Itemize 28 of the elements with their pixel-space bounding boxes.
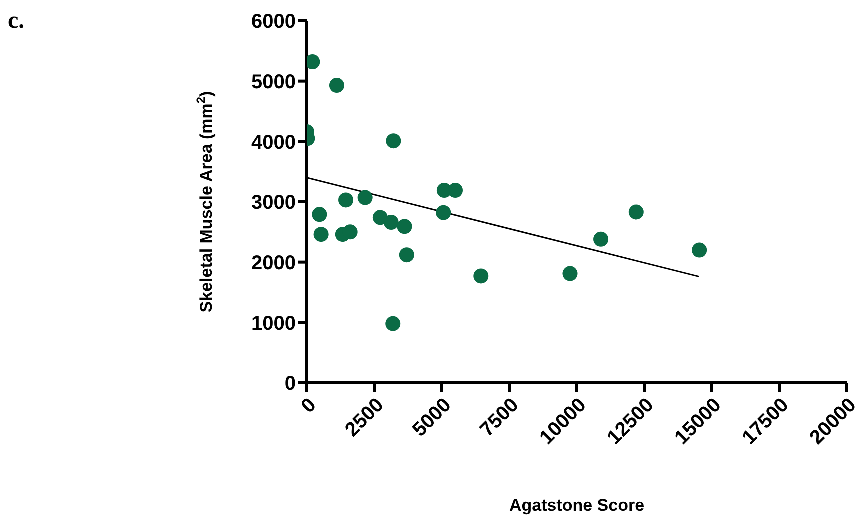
x-tick-label: 0 — [297, 394, 321, 418]
point — [448, 183, 463, 198]
y-tick-label: 3000 — [252, 192, 296, 214]
point — [338, 192, 354, 208]
point — [386, 134, 402, 149]
point — [384, 215, 399, 230]
point — [314, 227, 329, 242]
point — [386, 316, 401, 332]
point — [594, 232, 609, 247]
x-axis-title: Agatstone Score — [509, 496, 645, 515]
y-tick-label: 2000 — [252, 252, 296, 274]
y-tick-label: 5000 — [252, 71, 296, 94]
y-tick-label: 0 — [284, 373, 296, 396]
point — [399, 248, 414, 263]
point — [474, 268, 489, 284]
point — [562, 266, 578, 282]
y-tick-label: 4000 — [252, 132, 296, 154]
point — [312, 207, 328, 222]
text: c. — [8, 8, 25, 35]
point — [342, 224, 358, 240]
point — [397, 219, 412, 234]
point — [628, 204, 644, 220]
point — [692, 242, 708, 258]
point — [358, 190, 373, 206]
point — [436, 205, 452, 220]
point — [329, 78, 344, 94]
y-tick-label: 6000 — [252, 11, 296, 34]
y-tick-label: 1000 — [252, 312, 296, 335]
